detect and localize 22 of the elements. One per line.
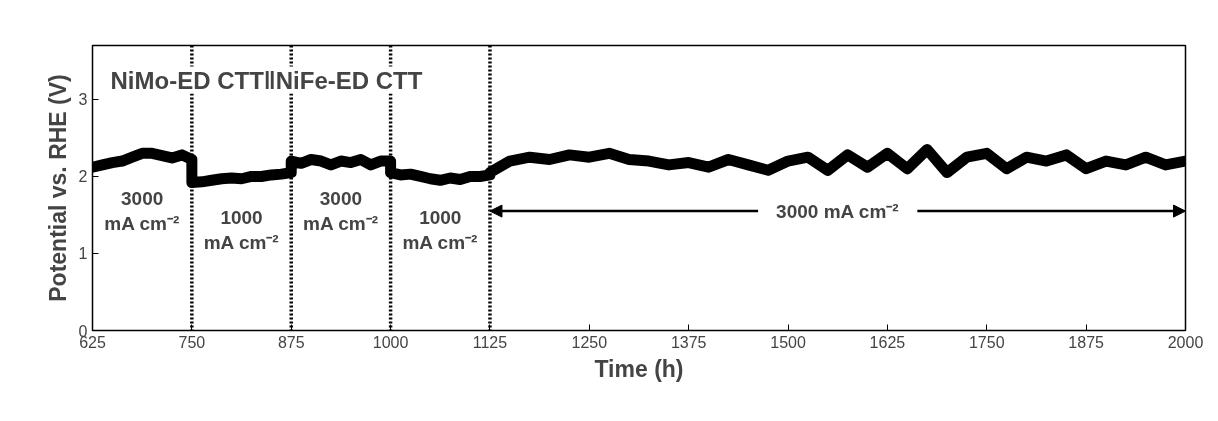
y-tick-label: 1 [78, 245, 88, 263]
x-tick-label: 1625 [869, 333, 906, 351]
x-tick-label: 1125 [472, 333, 508, 351]
y-tick-label: 2 [78, 168, 88, 186]
annotation: 1000 mA cm⁻² [402, 207, 478, 254]
y-axis-title: Potential vs. RHE (V) [44, 74, 71, 302]
annotation: NiMo-ED CTT‖NiFe-ED CTT [110, 66, 423, 94]
annotation: 3000 mA cm⁻² [776, 200, 899, 222]
annotation: 3000 mA cm⁻² [104, 188, 180, 235]
x-tick-label: 750 [178, 333, 206, 351]
annotation: 1000 mA cm⁻² [203, 207, 279, 254]
x-tick-label: 1875 [1068, 333, 1105, 351]
annotation: 3000 mA cm⁻² [303, 188, 379, 235]
x-axis-title: Time (h) [594, 355, 684, 382]
x-tick-label: 2000 [1167, 333, 1204, 351]
x-tick-label: 1250 [571, 333, 608, 351]
x-tick-label: 1500 [770, 333, 806, 351]
x-tick-label: 1750 [968, 333, 1005, 351]
x-tick-label: 875 [277, 333, 305, 351]
x-tick-label: 1375 [670, 333, 707, 351]
x-tick-label: 1000 [372, 333, 409, 351]
y-tick-label: 3 [78, 91, 88, 109]
